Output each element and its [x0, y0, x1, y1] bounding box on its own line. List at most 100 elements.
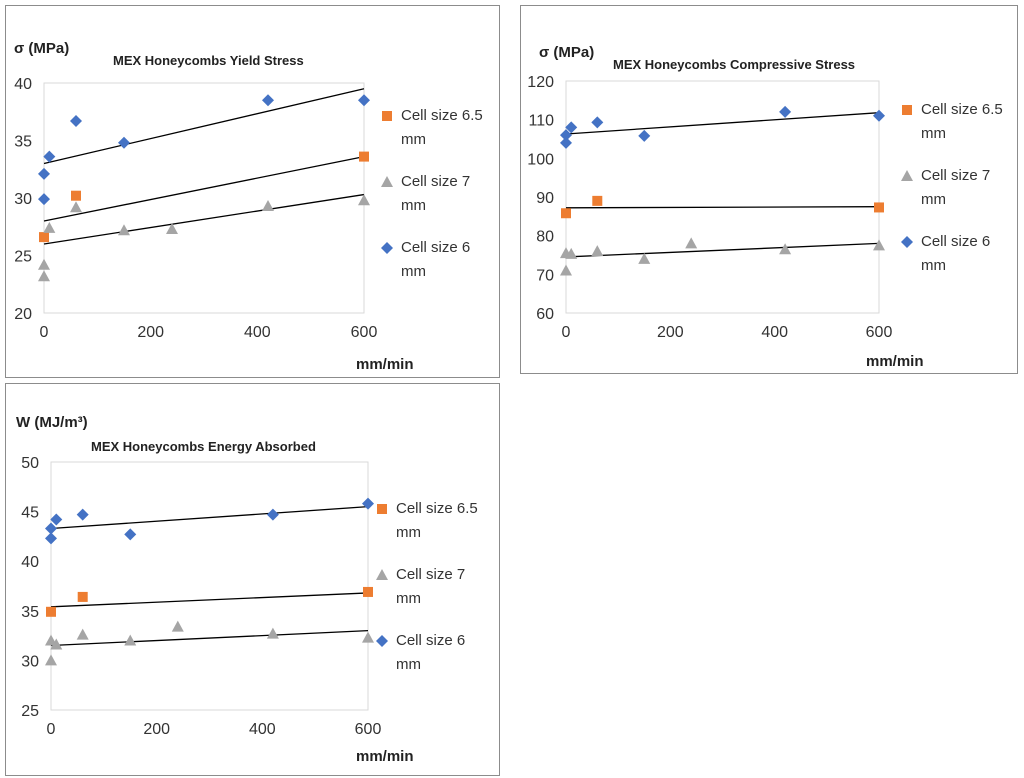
- y-tick-label: 40: [14, 76, 32, 93]
- x-tick-label: 400: [244, 324, 271, 341]
- energy-absorbed-chart-panel: W (MJ/m³) MEX Honeycombs Energy Absorbed…: [5, 383, 500, 776]
- data-point-diamond: [124, 528, 137, 541]
- data-point-triangle: [638, 252, 651, 264]
- legend: Cell size 6.5 mm Cell size 7 mm Cell siz…: [901, 98, 1021, 296]
- x-tick-label: 600: [355, 721, 382, 738]
- triangle-marker-icon: [376, 569, 388, 580]
- data-point-square: [359, 151, 369, 162]
- legend-label-unit: mm: [396, 656, 421, 673]
- legend-item-cell-6-5: Cell size 6.5 mm: [901, 98, 1021, 146]
- legend-item-cell-7: Cell size 7 mm: [381, 170, 501, 218]
- plot-area: [43, 82, 365, 314]
- compressive-stress-chart-panel: σ (MPa) MEX Honeycombs Compressive Stres…: [520, 5, 1018, 374]
- data-point-square: [71, 190, 81, 201]
- triangle-marker-icon: [901, 170, 913, 181]
- data-point-triangle: [166, 223, 178, 235]
- data-point-square: [363, 586, 373, 597]
- data-point-triangle: [262, 200, 274, 212]
- y-tick-label: 30: [21, 653, 39, 670]
- data-point-triangle: [70, 201, 82, 213]
- legend-label: Cell size 7: [921, 167, 991, 184]
- square-marker-icon: [382, 111, 392, 121]
- legend-label: Cell size 6: [396, 632, 466, 649]
- x-tick-label: 400: [249, 721, 276, 738]
- compressive-stress-plot: 60 70 80 90 100 110 120 0 200 400 600: [527, 74, 893, 341]
- y-tick-label: 90: [536, 190, 554, 207]
- y-tick-label: 25: [21, 703, 39, 720]
- legend-label-unit: mm: [921, 257, 946, 274]
- data-point-triangle: [38, 258, 50, 270]
- trendline: [50, 629, 369, 647]
- data-point-diamond: [45, 532, 57, 545]
- legend-item-cell-7: Cell size 7 mm: [376, 563, 496, 611]
- trendline: [565, 206, 880, 209]
- data-point-triangle: [591, 245, 604, 257]
- y-tick-label: 110: [528, 113, 554, 130]
- legend-label-unit: mm: [396, 524, 421, 541]
- legend-item-cell-6: Cell size 6 mm: [376, 629, 496, 677]
- data-point-diamond: [262, 94, 274, 107]
- trendline: [50, 592, 369, 608]
- legend-label-unit: mm: [396, 590, 421, 607]
- plot-area: [565, 80, 880, 314]
- y-tick-label: 35: [21, 604, 39, 621]
- y-tick-label: 30: [14, 191, 32, 208]
- data-point-diamond: [76, 508, 89, 521]
- legend-item-cell-6-5: Cell size 6.5 mm: [381, 104, 501, 152]
- trendline: [43, 193, 365, 245]
- legend-label-unit: mm: [921, 191, 946, 208]
- y-tick-label: 120: [527, 74, 554, 91]
- x-tick-label: 600: [351, 324, 378, 341]
- x-tick-label: 0: [47, 721, 56, 738]
- data-point-diamond: [591, 116, 604, 129]
- y-tick-label: 50: [21, 455, 39, 472]
- data-point-triangle: [118, 224, 130, 236]
- x-tick-label: 200: [137, 324, 164, 341]
- y-tick-label: 80: [536, 229, 554, 246]
- data-point-square: [77, 591, 88, 602]
- data-point-triangle: [266, 627, 279, 639]
- x-tick-label: 400: [761, 324, 788, 341]
- data-point-triangle: [873, 239, 885, 251]
- y-axis-title: W (MJ/m³): [16, 414, 88, 431]
- data-point-diamond: [118, 136, 130, 149]
- legend-label: Cell size 7: [401, 173, 471, 190]
- data-point-diamond: [43, 150, 56, 163]
- x-axis-unit: mm/min: [356, 748, 414, 765]
- trendline: [565, 112, 880, 135]
- legend-label-unit: mm: [401, 197, 426, 214]
- legend-label: Cell size 7: [396, 566, 466, 583]
- y-axis-title: σ (MPa): [14, 40, 70, 57]
- x-tick-label: 600: [866, 324, 893, 341]
- y-tick-label: 100: [527, 151, 554, 168]
- data-point-square: [46, 606, 56, 617]
- data-point-triangle: [124, 634, 137, 646]
- y-tick-label: 45: [21, 505, 39, 522]
- legend-item-cell-6: Cell size 6 mm: [901, 230, 1021, 278]
- legend-item-cell-7: Cell size 7 mm: [901, 164, 1021, 212]
- data-point-diamond: [50, 513, 63, 526]
- data-point-diamond: [45, 522, 57, 535]
- data-point-diamond: [38, 193, 50, 206]
- legend-label: Cell size 6: [401, 239, 471, 256]
- data-point-diamond: [779, 105, 792, 118]
- data-point-triangle: [43, 221, 56, 233]
- legend-label: Cell size 6: [921, 233, 991, 250]
- square-marker-icon: [902, 105, 912, 115]
- legend-label-unit: mm: [401, 263, 426, 280]
- plot-area: [50, 461, 369, 711]
- data-point-triangle: [565, 247, 578, 259]
- data-point-diamond: [38, 167, 50, 180]
- data-point-diamond: [565, 121, 578, 134]
- data-point-square: [874, 202, 884, 213]
- chart-title: MEX Honeycombs Compressive Stress: [613, 57, 856, 72]
- legend: Cell size 6.5 mm Cell size 7 mm Cell siz…: [376, 497, 496, 695]
- y-tick-label: 20: [14, 306, 32, 323]
- trendline: [43, 155, 365, 222]
- diamond-marker-icon: [381, 242, 393, 254]
- chart-title: MEX Honeycombs Yield Stress: [113, 53, 304, 68]
- x-tick-label: 0: [562, 324, 571, 341]
- triangle-marker-icon: [381, 176, 393, 187]
- data-point-square: [39, 232, 49, 243]
